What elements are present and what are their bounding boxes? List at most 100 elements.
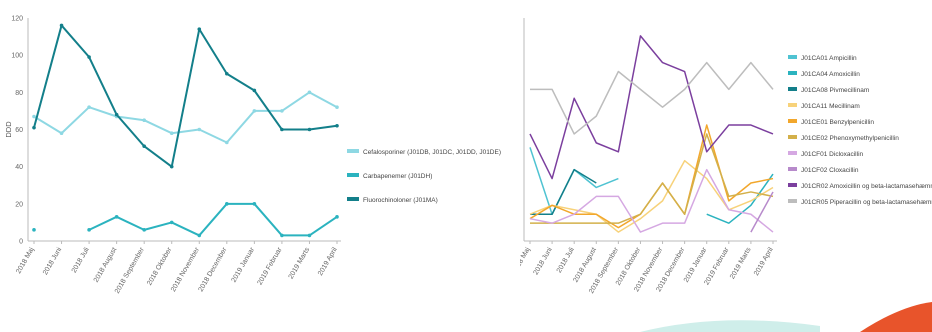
y-tick-label: 120 — [11, 16, 23, 23]
legend-swatch — [788, 199, 797, 203]
legend-label: J01CF02 Cloxacillin — [801, 167, 859, 174]
legend-swatch — [788, 119, 797, 123]
data-point — [280, 127, 284, 132]
legend-label: J01CE02 Phenoxymethylpenicillin — [801, 135, 899, 142]
data-point — [252, 109, 257, 113]
series-line — [529, 168, 774, 233]
data-point — [169, 220, 174, 225]
x-tick-label: 2018 December — [198, 246, 229, 293]
legend-label: J01CF01 Dicloxacillin — [801, 151, 864, 158]
data-point — [142, 144, 146, 149]
legend-label: J01CR02 Amoxicillin og beta-lactamasehæm… — [801, 183, 932, 190]
x-tick-label: 2019 Februar — [257, 246, 284, 286]
data-point — [252, 88, 257, 93]
data-point — [59, 131, 64, 136]
x-tick-label: 2018 Maj — [520, 246, 532, 275]
legend-swatch — [347, 149, 359, 153]
x-tick-label: 2018 August — [93, 246, 119, 283]
legend-swatch — [788, 55, 797, 59]
x-tick-label: 2018 Juli — [71, 246, 91, 274]
legend-label: J01CA04 Amoxicillin — [801, 71, 860, 78]
data-point — [114, 112, 119, 117]
x-tick-label: 2019 Januar — [683, 246, 709, 284]
legend-label: Fluorochinoloner (J01MA) — [363, 197, 438, 204]
legend-label: Cefalosporiner (J01DB, J01DC, J01DD, J01… — [363, 149, 501, 156]
x-tick-label: 2018 August — [572, 246, 598, 283]
chart-left: 0 20 40 60 80 100 120 DDD 2018 Maj 2018 Juni 2018 … — [4, 16, 501, 295]
legend-label: J01CR05 Piperacillin og beta-lactamasehæ… — [801, 199, 932, 206]
legend-swatch — [788, 103, 797, 107]
data-point — [169, 131, 174, 136]
x-tick-label: 2019 Februar — [703, 246, 730, 286]
x-tick-label: 2018 September — [114, 246, 146, 295]
data-point — [114, 215, 119, 219]
series-line — [530, 61, 774, 135]
data-point — [142, 228, 146, 232]
data-point — [252, 202, 257, 206]
data-point — [32, 114, 36, 119]
series-line — [529, 35, 774, 180]
legend-swatch — [788, 183, 797, 187]
data-point — [307, 127, 312, 132]
data-point — [197, 27, 202, 31]
series-line — [529, 147, 619, 215]
y-tick-label: 0 — [19, 239, 23, 246]
data-point — [59, 23, 64, 28]
data-point — [280, 109, 284, 113]
legend-swatch — [347, 197, 359, 201]
legend-label: Carbapenemer (J01DH) — [363, 173, 432, 180]
series-line — [529, 159, 774, 233]
series-line — [88, 202, 338, 237]
y-tick-label: 80 — [15, 90, 23, 97]
legend-swatch — [788, 135, 797, 139]
data-point — [225, 71, 229, 76]
data-point — [307, 233, 312, 238]
legend-label: J01CA11 Mecillinam — [801, 103, 860, 110]
data-point — [169, 164, 174, 169]
x-tick-label: 2018 Juli — [556, 246, 576, 274]
legend-label: J01CE01 Benzylpenicillin — [801, 119, 874, 126]
x-tick-label: 2018 Juni — [42, 246, 63, 276]
y-tick-label: 100 — [11, 53, 23, 60]
data-point — [197, 233, 202, 238]
legend-swatch — [788, 71, 797, 75]
y-tick-label: 40 — [15, 164, 23, 171]
data-point — [32, 125, 36, 130]
legend-label: J01CA01 Ampicillin — [801, 55, 857, 62]
data-point — [335, 215, 339, 219]
x-tick-label: 2019 Januar — [231, 246, 257, 284]
x-tick-label: 2019 April — [753, 246, 775, 277]
y-tick-label: 20 — [15, 201, 23, 208]
legend-swatch — [788, 151, 797, 155]
data-point — [87, 228, 91, 232]
data-point — [335, 105, 339, 109]
series-line — [530, 133, 774, 224]
y-tick-label: 60 — [15, 127, 23, 134]
x-tick-label: 2018 Oktober — [146, 246, 174, 287]
legend-label: J01CA08 Pivmecillinam — [801, 87, 869, 94]
data-point — [197, 127, 202, 132]
series-line — [530, 168, 597, 215]
data-point — [335, 123, 339, 128]
data-point — [225, 202, 229, 206]
legend-swatch — [788, 87, 797, 91]
data-point — [142, 118, 146, 123]
data-point — [87, 105, 91, 109]
data-point — [307, 90, 312, 95]
x-tick-label: 2019 April — [317, 246, 339, 277]
legend-swatch — [347, 173, 359, 177]
data-point — [32, 228, 36, 232]
x-tick-label: 2019 Marts — [729, 246, 753, 280]
series-line — [33, 24, 338, 168]
data-point — [280, 233, 284, 238]
legend-swatch — [788, 167, 797, 171]
data-point — [87, 55, 91, 59]
series-line — [529, 124, 774, 229]
series-line — [750, 191, 774, 233]
y-axis-label: DDD — [4, 121, 13, 138]
x-tick-label: 2018 November — [170, 246, 201, 293]
x-tick-label: 2018 Maj — [15, 246, 36, 275]
series-line — [706, 173, 774, 224]
x-tick-label: 2018 Juni — [533, 246, 554, 276]
